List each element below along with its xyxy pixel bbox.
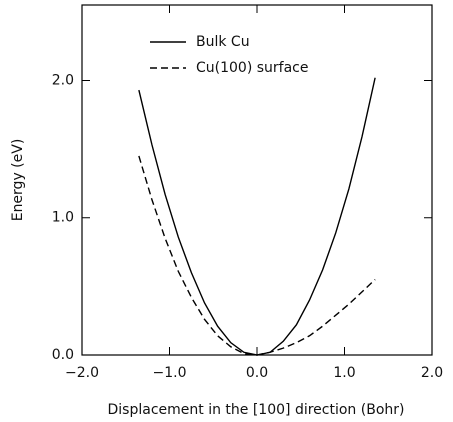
data-line: [138, 155, 376, 356]
x-tick-label: −2.0: [65, 365, 99, 381]
x-tick-label: 2.0: [421, 365, 443, 381]
y-tick-label: 1.0: [52, 210, 74, 226]
x-axis-label: Displacement in the [100] direction (Boh…: [108, 402, 405, 418]
y-tick-label: 0.0: [52, 347, 74, 363]
x-tick-label: 0.0: [246, 365, 268, 381]
legend-label: Bulk Cu: [196, 34, 250, 50]
legend-label: Cu(100) surface: [196, 60, 309, 76]
y-axis-label: Energy (eV): [10, 139, 26, 222]
x-tick-label: −1.0: [153, 365, 187, 381]
data-line: [138, 77, 376, 356]
x-tick-label: 1.0: [333, 365, 355, 381]
y-tick-label: 2.0: [52, 72, 74, 88]
plot-frame: [81, 4, 433, 356]
